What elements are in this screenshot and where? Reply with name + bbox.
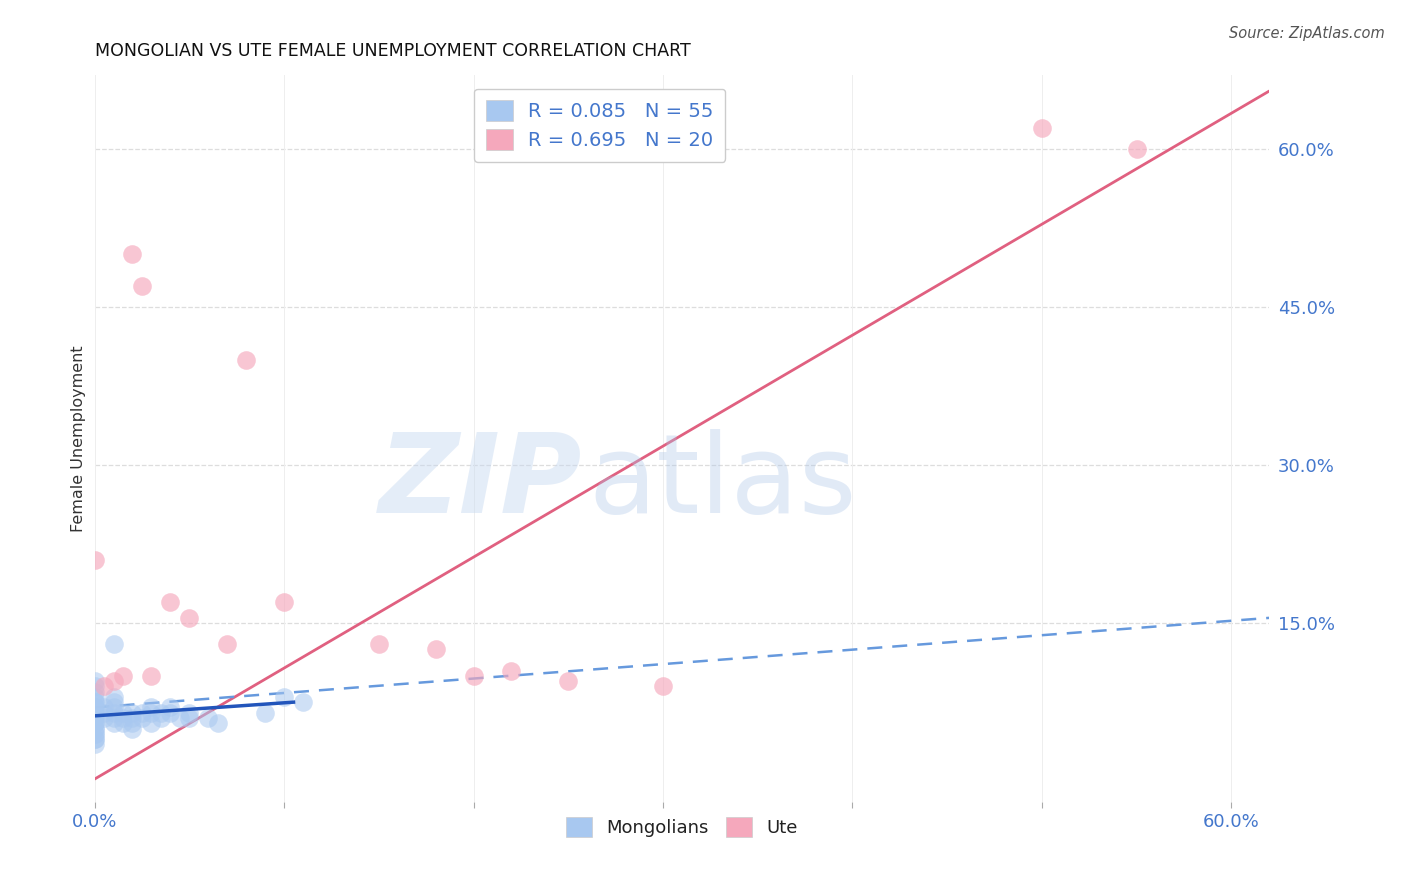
Point [93, 700, 115, 714]
Point [121, 722, 143, 736]
Point [207, 716, 229, 731]
Point [652, 679, 675, 693]
Point [83, 679, 105, 693]
Text: atlas: atlas [588, 429, 856, 536]
Point [83, 732, 105, 747]
Point [83, 711, 105, 725]
Point [131, 706, 153, 720]
Point [254, 706, 277, 720]
Point [103, 637, 125, 651]
Point [83, 722, 105, 736]
Point [83, 727, 105, 741]
Point [103, 711, 125, 725]
Point [111, 711, 134, 725]
Point [103, 695, 125, 709]
Point [217, 637, 239, 651]
Point [103, 706, 125, 720]
Point [83, 674, 105, 689]
Point [291, 695, 314, 709]
Point [83, 700, 105, 714]
Point [501, 664, 523, 678]
Point [83, 706, 105, 720]
Point [111, 706, 134, 720]
Point [141, 669, 163, 683]
Point [83, 695, 105, 709]
Point [111, 716, 134, 731]
Point [121, 247, 143, 261]
Point [197, 711, 219, 725]
Point [1125, 142, 1147, 156]
Point [169, 711, 191, 725]
Text: MONGOLIAN VS UTE FEMALE UNEMPLOYMENT CORRELATION CHART: MONGOLIAN VS UTE FEMALE UNEMPLOYMENT COR… [94, 42, 690, 60]
Point [93, 706, 115, 720]
Point [141, 700, 163, 714]
Point [83, 553, 105, 567]
Point [121, 716, 143, 731]
Point [131, 711, 153, 725]
Point [179, 611, 201, 625]
Point [463, 669, 485, 683]
Point [179, 711, 201, 725]
Point [273, 690, 295, 704]
Point [141, 716, 163, 731]
Point [83, 716, 105, 731]
Point [1031, 120, 1053, 135]
Point [159, 595, 181, 609]
Point [83, 727, 105, 741]
Point [83, 711, 105, 725]
Point [149, 706, 172, 720]
Point [93, 711, 115, 725]
Y-axis label: Female Unemployment: Female Unemployment [72, 345, 86, 532]
Point [557, 674, 579, 689]
Point [83, 700, 105, 714]
Point [121, 711, 143, 725]
Text: Source: ZipAtlas.com: Source: ZipAtlas.com [1229, 26, 1385, 41]
Point [103, 700, 125, 714]
Point [179, 706, 201, 720]
Point [103, 690, 125, 704]
Point [83, 706, 105, 720]
Point [83, 695, 105, 709]
Point [83, 732, 105, 747]
Text: ZIP: ZIP [378, 429, 582, 536]
Point [131, 279, 153, 293]
Point [93, 679, 115, 693]
Point [83, 716, 105, 731]
Point [273, 595, 295, 609]
Point [103, 716, 125, 731]
Point [425, 642, 447, 657]
Point [111, 669, 134, 683]
Point [83, 737, 105, 751]
Point [367, 637, 389, 651]
Point [121, 706, 143, 720]
Point [103, 674, 125, 689]
Point [159, 700, 181, 714]
Point [83, 684, 105, 698]
Legend: Mongolians, Ute: Mongolians, Ute [560, 810, 804, 844]
Point [235, 352, 257, 367]
Point [141, 706, 163, 720]
Point [149, 711, 172, 725]
Point [83, 722, 105, 736]
Point [159, 706, 181, 720]
Point [83, 690, 105, 704]
